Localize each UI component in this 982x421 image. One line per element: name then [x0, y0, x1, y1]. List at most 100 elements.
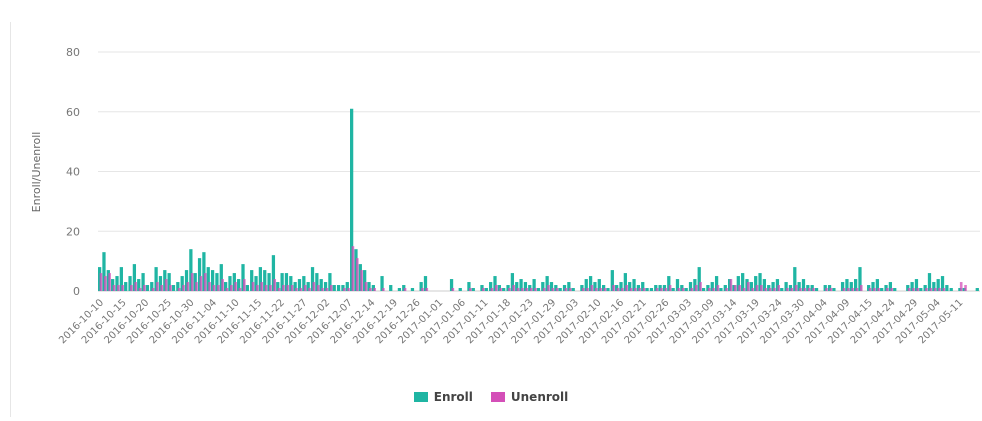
enroll-bar[interactable] [363, 270, 367, 291]
unenroll-bar[interactable] [568, 288, 572, 291]
unenroll-bar[interactable] [108, 273, 111, 291]
enroll-bar[interactable] [923, 285, 927, 291]
enroll-bar[interactable] [128, 276, 132, 291]
enroll-bar[interactable] [336, 285, 341, 291]
unenroll-bar[interactable] [855, 288, 859, 291]
enroll-bar[interactable] [728, 279, 732, 291]
unenroll-bar[interactable] [660, 288, 663, 291]
enroll-bar[interactable] [523, 282, 528, 291]
enroll-bar[interactable] [467, 282, 471, 291]
enroll-bar[interactable] [254, 276, 258, 291]
unenroll-bar[interactable] [712, 288, 715, 291]
enroll-bar[interactable] [228, 276, 232, 291]
enroll-bar[interactable] [250, 270, 254, 291]
unenroll-bar[interactable] [481, 288, 485, 291]
enroll-bar[interactable] [489, 282, 493, 291]
unenroll-bar[interactable] [156, 282, 159, 291]
enroll-bar[interactable] [210, 270, 215, 291]
enroll-bar[interactable] [914, 279, 919, 291]
unenroll-bar[interactable] [807, 288, 811, 291]
enroll-bar[interactable] [849, 282, 853, 291]
enroll-bar[interactable] [258, 267, 263, 291]
enroll-bar[interactable] [323, 282, 328, 291]
unenroll-bar[interactable] [382, 288, 385, 291]
enroll-bar[interactable] [493, 276, 497, 291]
unenroll-bar[interactable] [286, 285, 290, 291]
unenroll-bar[interactable] [933, 288, 937, 291]
enroll-bar[interactable] [845, 279, 849, 291]
unenroll-bar[interactable] [316, 285, 320, 291]
unenroll-bar[interactable] [290, 285, 294, 291]
unenroll-bar[interactable] [199, 276, 203, 291]
enroll-bar[interactable] [167, 273, 171, 291]
enroll-bar[interactable] [710, 282, 714, 291]
unenroll-bar[interactable] [603, 288, 607, 291]
enroll-bar[interactable] [280, 273, 284, 291]
enroll-bar[interactable] [519, 279, 523, 291]
unenroll-bar[interactable] [929, 288, 933, 291]
enroll-bar[interactable] [584, 279, 588, 291]
enroll-bar[interactable] [102, 252, 106, 291]
enroll-bar[interactable] [684, 288, 688, 291]
enroll-bar[interactable] [158, 276, 163, 291]
enroll-bar[interactable] [719, 288, 723, 291]
enroll-bar[interactable] [276, 282, 280, 291]
enroll-bar[interactable] [893, 288, 897, 291]
unenroll-bar[interactable] [534, 288, 537, 291]
unenroll-bar[interactable] [103, 276, 107, 291]
legend-item-enroll[interactable]: Enroll [413, 390, 473, 404]
unenroll-bar[interactable] [868, 288, 872, 291]
enroll-bar[interactable] [480, 285, 484, 291]
enroll-bar[interactable] [632, 279, 636, 291]
enroll-bar[interactable] [197, 258, 202, 291]
unenroll-bar[interactable] [586, 288, 589, 291]
unenroll-bar[interactable] [634, 288, 637, 291]
enroll-bar[interactable] [623, 273, 627, 291]
unenroll-bar[interactable] [303, 285, 307, 291]
enroll-bar[interactable] [319, 279, 323, 291]
unenroll-bar[interactable] [117, 285, 120, 291]
enroll-bar[interactable] [541, 282, 545, 291]
unenroll-bar[interactable] [794, 285, 798, 291]
enroll-bar[interactable] [723, 285, 727, 291]
enroll-bar[interactable] [602, 285, 606, 291]
unenroll-bar[interactable] [490, 288, 494, 291]
unenroll-bar[interactable] [581, 288, 585, 291]
enroll-bar[interactable] [310, 267, 315, 291]
enroll-bar[interactable] [315, 273, 319, 291]
enroll-bar[interactable] [597, 279, 601, 291]
enroll-bar[interactable] [840, 282, 845, 291]
unenroll-bar[interactable] [690, 288, 694, 291]
enroll-bar[interactable] [775, 279, 780, 291]
unenroll-bar[interactable] [186, 282, 190, 291]
unenroll-bar[interactable] [342, 288, 346, 291]
unenroll-bar[interactable] [369, 288, 372, 291]
unenroll-bar[interactable] [799, 288, 802, 291]
unenroll-bar[interactable] [938, 288, 941, 291]
enroll-bar[interactable] [449, 279, 454, 291]
enroll-bar[interactable] [793, 267, 797, 291]
unenroll-bar[interactable] [590, 285, 594, 291]
enroll-bar[interactable] [180, 276, 184, 291]
unenroll-bar[interactable] [282, 285, 285, 291]
unenroll-bar[interactable] [225, 288, 229, 291]
unenroll-bar[interactable] [99, 273, 103, 291]
unenroll-bar[interactable] [121, 285, 124, 291]
enroll-bar[interactable] [515, 282, 519, 291]
enroll-bar[interactable] [171, 285, 176, 291]
enroll-bar[interactable] [271, 255, 276, 291]
enroll-bar[interactable] [380, 276, 384, 291]
enroll-bar[interactable] [697, 267, 701, 291]
enroll-bar[interactable] [975, 288, 979, 291]
unenroll-bar[interactable] [594, 288, 598, 291]
enroll-bar[interactable] [215, 273, 219, 291]
unenroll-bar[interactable] [812, 288, 815, 291]
unenroll-bar[interactable] [273, 279, 277, 291]
unenroll-bar[interactable] [642, 288, 646, 291]
enroll-bar[interactable] [940, 276, 945, 291]
enroll-bar[interactable] [302, 276, 306, 291]
enroll-bar[interactable] [410, 288, 415, 291]
unenroll-bar[interactable] [251, 282, 255, 291]
enroll-bar[interactable] [549, 282, 554, 291]
unenroll-bar[interactable] [773, 288, 776, 291]
